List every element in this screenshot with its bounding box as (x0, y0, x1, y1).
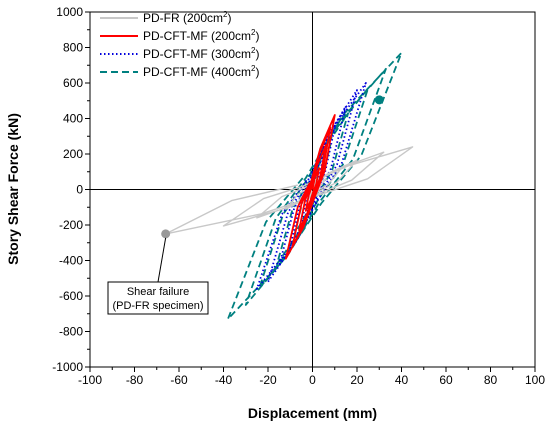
annotation-leader-line (157, 237, 167, 283)
failure-point-marker (374, 95, 384, 105)
y-tick-label: 0 (76, 183, 83, 197)
y-tick-label: -1000 (52, 360, 83, 374)
x-tick-label: 20 (350, 373, 364, 387)
y-tick-label: -400 (59, 254, 83, 268)
y-tick-label: 800 (63, 41, 83, 55)
y-tick-label: 200 (63, 147, 83, 161)
x-axis-title: Displacement (mm) (248, 405, 377, 421)
x-tick-label: -20 (259, 373, 277, 387)
x-tick-label: -40 (215, 373, 233, 387)
annotation-line-2: (PD-FR specimen) (112, 300, 203, 312)
series-line-0 (165, 146, 414, 235)
series-layer (165, 51, 414, 320)
legend-label-1: PD-CFT-MF (200cm2) (143, 28, 259, 43)
x-tick-label: -100 (78, 373, 102, 387)
failure-point-marker (161, 229, 171, 239)
legend-label-0: PD-FR (200cm2) (143, 10, 231, 25)
series-line-1 (284, 114, 336, 260)
failure-markers (157, 95, 384, 283)
annotation-line-1: Shear failure (127, 286, 189, 298)
y-tick-label: 1000 (56, 5, 83, 19)
x-tick-label: 40 (395, 373, 409, 387)
y-tick-label: -800 (59, 325, 83, 339)
x-tick-label: 100 (525, 373, 545, 387)
y-tick-label: -200 (59, 218, 83, 232)
x-tick-label: -80 (126, 373, 144, 387)
y-tick-label: -600 (59, 289, 83, 303)
x-tick-label: 60 (439, 373, 453, 387)
legend-label-2: PD-CFT-MF (300cm2) (143, 46, 259, 61)
y-axis-title: Story Shear Force (kN) (5, 113, 21, 265)
legend-label-3: PD-CFT-MF (400cm2) (143, 64, 259, 79)
y-tick-label: 600 (63, 76, 83, 90)
x-tick-label: 80 (484, 373, 498, 387)
series-line-2 (255, 82, 367, 290)
y-tick-label: 400 (63, 112, 83, 126)
x-tick-label: 0 (309, 373, 316, 387)
legend: PD-FR (200cm2) PD-CFT-MF (200cm2) PD-CFT-M… (100, 10, 259, 79)
axis-ticks: -100 -80 -60 -40 -20 0 20 40 60 80 100-1000-800-60… (52, 5, 545, 387)
x-tick-label: -60 (170, 373, 188, 387)
shear-failure-annotation: Shear failure (PD-FR specimen) (107, 281, 209, 315)
annotation-box (107, 281, 209, 315)
